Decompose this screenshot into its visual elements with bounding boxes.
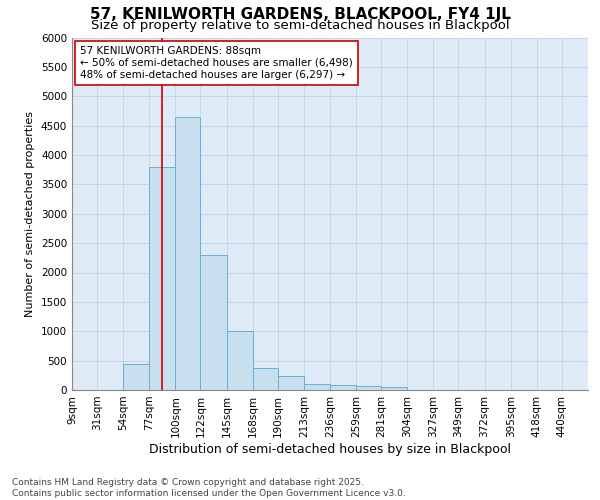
- X-axis label: Distribution of semi-detached houses by size in Blackpool: Distribution of semi-detached houses by …: [149, 442, 511, 456]
- Bar: [200, 255, 227, 390]
- Bar: [356, 386, 381, 390]
- Y-axis label: Number of semi-detached properties: Number of semi-detached properties: [25, 111, 35, 317]
- Bar: [227, 331, 253, 390]
- Text: Size of property relative to semi-detached houses in Blackpool: Size of property relative to semi-detach…: [91, 18, 509, 32]
- Bar: [278, 376, 304, 390]
- Bar: [381, 387, 407, 390]
- Text: 57 KENILWORTH GARDENS: 88sqm
← 50% of semi-detached houses are smaller (6,498)
4: 57 KENILWORTH GARDENS: 88sqm ← 50% of se…: [80, 46, 352, 80]
- Bar: [123, 364, 149, 390]
- Text: 57, KENILWORTH GARDENS, BLACKPOOL, FY4 1JL: 57, KENILWORTH GARDENS, BLACKPOOL, FY4 1…: [89, 8, 511, 22]
- Bar: [175, 117, 200, 390]
- Bar: [330, 386, 356, 390]
- Bar: [253, 368, 278, 390]
- Text: Contains HM Land Registry data © Crown copyright and database right 2025.
Contai: Contains HM Land Registry data © Crown c…: [12, 478, 406, 498]
- Bar: [149, 167, 175, 390]
- Bar: [304, 384, 330, 390]
